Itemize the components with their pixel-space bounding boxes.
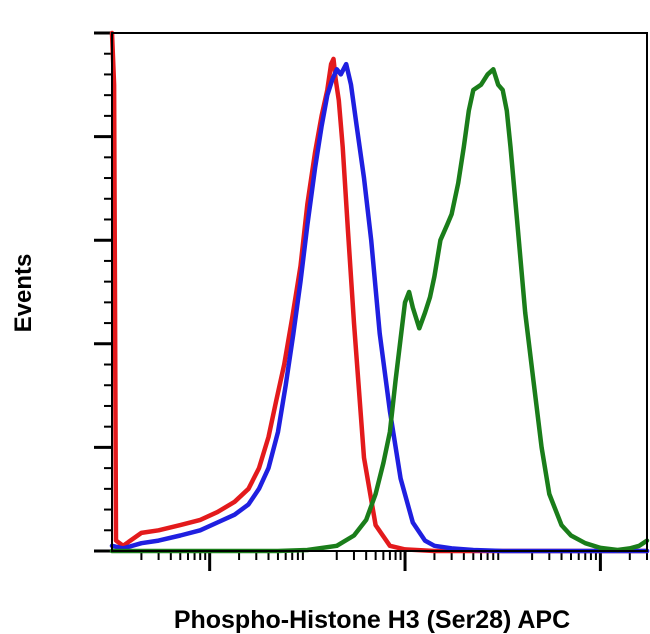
plot-frame	[111, 32, 648, 552]
x-axis-label: Phospho-Histone H3 (Ser28) APC	[174, 606, 570, 634]
histogram-series-1	[109, 30, 650, 554]
y-axis-label: Events	[10, 254, 37, 333]
histogram-series-3	[109, 67, 650, 554]
histogram-series-2	[109, 61, 650, 554]
series-layer	[109, 30, 650, 554]
